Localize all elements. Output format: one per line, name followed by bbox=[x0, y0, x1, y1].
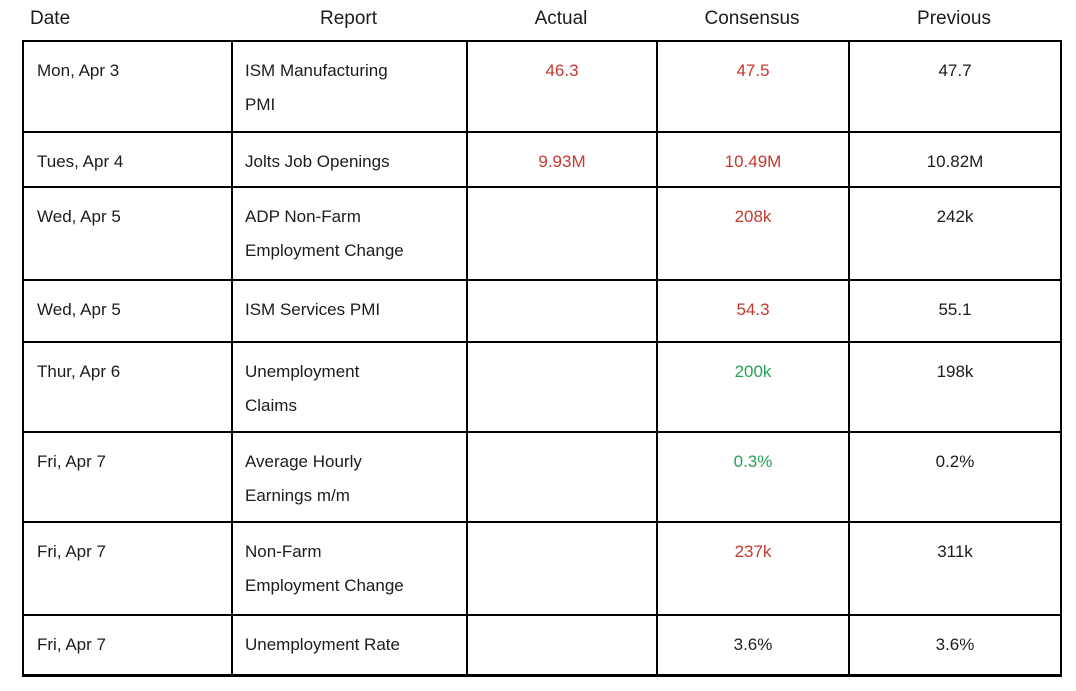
table-row: Fri, Apr 7 Average Hourly Earnings m/m 0… bbox=[22, 431, 1062, 523]
consensus-cell: 3.6% bbox=[656, 614, 850, 676]
consensus-cell: 54.3 bbox=[656, 279, 850, 343]
actual-cell bbox=[466, 186, 658, 281]
report-cell: ADP Non-Farm Employment Change bbox=[231, 186, 468, 281]
actual-cell bbox=[466, 614, 658, 676]
date-cell: Wed, Apr 5 bbox=[22, 186, 233, 281]
column-header-report: Report bbox=[319, 8, 378, 29]
actual-cell bbox=[466, 431, 658, 523]
actual-cell bbox=[466, 341, 658, 433]
actual-cell bbox=[466, 279, 658, 343]
date-cell: Fri, Apr 7 bbox=[22, 431, 233, 523]
table-header: Date Report Actual Consensus Previous bbox=[22, 0, 1060, 40]
table-row: Fri, Apr 7 Non-Farm Employment Change 23… bbox=[22, 521, 1062, 616]
economic-calendar-table: Mon, Apr 3 ISM Manufacturing PMI 46.3 47… bbox=[22, 40, 1062, 677]
previous-cell: 10.82M bbox=[848, 131, 1062, 188]
previous-cell: 3.6% bbox=[848, 614, 1062, 676]
consensus-cell: 208k bbox=[656, 186, 850, 281]
report-cell: Unemployment Rate bbox=[231, 614, 468, 676]
report-cell: Unemployment Claims bbox=[231, 341, 468, 433]
table-row: Mon, Apr 3 ISM Manufacturing PMI 46.3 47… bbox=[22, 40, 1062, 133]
consensus-cell: 10.49M bbox=[656, 131, 850, 188]
date-cell: Wed, Apr 5 bbox=[22, 279, 233, 343]
previous-cell: 0.2% bbox=[848, 431, 1062, 523]
report-cell: Non-Farm Employment Change bbox=[231, 521, 468, 616]
date-cell: Fri, Apr 7 bbox=[22, 521, 233, 616]
table-row: Thur, Apr 6 Unemployment Claims 200k 198… bbox=[22, 341, 1062, 433]
column-header-date: Date bbox=[30, 8, 71, 29]
date-cell: Mon, Apr 3 bbox=[22, 40, 233, 133]
previous-cell: 55.1 bbox=[848, 279, 1062, 343]
column-header-actual: Actual bbox=[534, 8, 588, 29]
consensus-cell: 237k bbox=[656, 521, 850, 616]
report-cell: Jolts Job Openings bbox=[231, 131, 468, 188]
column-header-previous: Previous bbox=[917, 8, 991, 29]
consensus-cell: 47.5 bbox=[656, 40, 850, 133]
report-cell: ISM Services PMI bbox=[231, 279, 468, 343]
previous-cell: 311k bbox=[848, 521, 1062, 616]
consensus-cell: 200k bbox=[656, 341, 850, 433]
actual-cell: 9.93M bbox=[466, 131, 658, 188]
table-row: Fri, Apr 7 Unemployment Rate 3.6% 3.6% bbox=[22, 614, 1062, 676]
report-cell: Average Hourly Earnings m/m bbox=[231, 431, 468, 523]
date-cell: Thur, Apr 6 bbox=[22, 341, 233, 433]
table-row: Wed, Apr 5 ADP Non-Farm Employment Chang… bbox=[22, 186, 1062, 281]
report-cell: ISM Manufacturing PMI bbox=[231, 40, 468, 133]
date-cell: Fri, Apr 7 bbox=[22, 614, 233, 676]
actual-cell bbox=[466, 521, 658, 616]
previous-cell: 198k bbox=[848, 341, 1062, 433]
table-row: Tues, Apr 4 Jolts Job Openings 9.93M 10.… bbox=[22, 131, 1062, 188]
column-header-consensus: Consensus bbox=[704, 8, 800, 29]
previous-cell: 47.7 bbox=[848, 40, 1062, 133]
previous-cell: 242k bbox=[848, 186, 1062, 281]
table-row: Wed, Apr 5 ISM Services PMI 54.3 55.1 bbox=[22, 279, 1062, 343]
date-cell: Tues, Apr 4 bbox=[22, 131, 233, 188]
consensus-cell: 0.3% bbox=[656, 431, 850, 523]
actual-cell: 46.3 bbox=[466, 40, 658, 133]
